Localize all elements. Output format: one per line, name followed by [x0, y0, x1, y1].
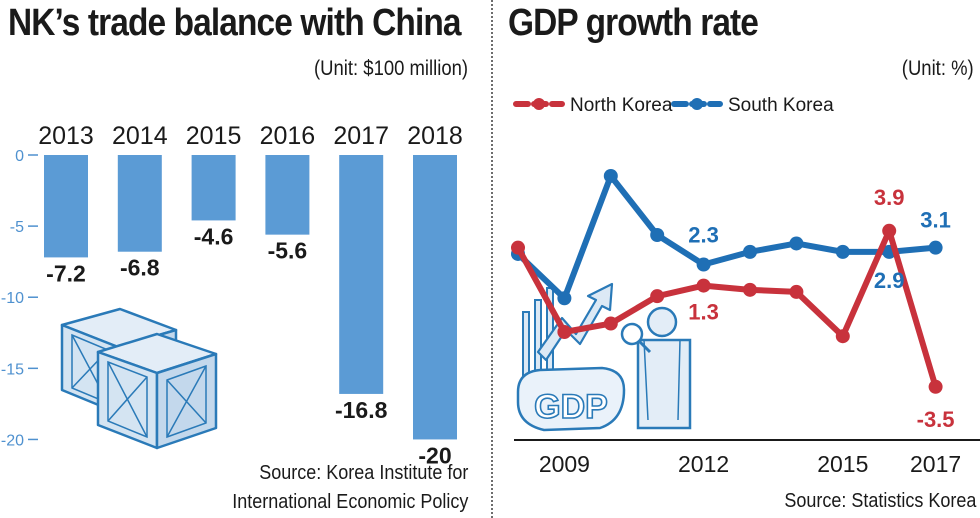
data-point [511, 240, 525, 255]
data-point [928, 240, 943, 255]
line-chart-marks: North Korea South Korea 2.3 1.3 3.9 2.9 3.1 -3.… [511, 95, 980, 477]
y-tick-label: -10 [1, 290, 24, 307]
data-point [835, 329, 850, 344]
bar-value-label: -20 [418, 442, 451, 468]
bar-chart-marks: 0 -5 -10 -15 -20 2013 -7.2 2014 -6.8 2015 -4.6 2016… [1, 122, 463, 468]
trade-bar [339, 155, 384, 394]
series-line [515, 227, 939, 390]
data-point [882, 223, 897, 238]
trade-balance-source: Source: Korea Institute for Internationa… [232, 459, 468, 517]
year-label: 2015 [186, 122, 242, 150]
x-tick-label: 2017 [910, 451, 961, 477]
trade-balance-bar-chart: 0 -5 -10 -15 -20 2013 -7.2 2014 -6.8 2015 -4.6 2016… [1, 122, 463, 468]
gdp-growth-line-chart: GDP North Korea South Korea 2.3 1.3 3.9 2.9 3.… [511, 95, 980, 477]
year-label: 2013 [38, 122, 94, 150]
bar-value-label: -7.2 [46, 260, 86, 286]
source-line-1: Source: Korea Institute for [258, 462, 468, 484]
trade-bar [191, 155, 236, 221]
trade-balance-panel: NK’s trade balance with China (Unit: $10… [0, 0, 488, 518]
panel-divider [491, 0, 493, 518]
bar-value-label: -5.6 [268, 238, 308, 264]
crates-icon [60, 307, 218, 450]
year-label: 2018 [407, 122, 463, 150]
gdp-growth-unit: (Unit: %) [902, 57, 974, 80]
data-point [650, 289, 665, 304]
y-tick-label: -5 [10, 219, 24, 236]
data-point [603, 168, 618, 183]
data-point [789, 236, 804, 251]
gdp-growth-title: GDP growth rate [508, 2, 759, 44]
y-tick-label: 0 [15, 148, 24, 165]
y-tick-label: -20 [1, 432, 24, 449]
data-point [789, 284, 804, 299]
trade-bar [44, 155, 88, 258]
point-label: -3.5 [917, 407, 955, 432]
data-point [743, 282, 757, 297]
trade-bar [117, 155, 162, 252]
data-point [696, 278, 711, 293]
data-point [696, 257, 711, 272]
legend-label: North Korea [570, 95, 673, 116]
x-tick-label: 2009 [539, 451, 590, 477]
gdp-growth-panel: GDP growth rate (Unit: %) GDP North Kore… [496, 0, 980, 518]
gdp-analyst-icon: GDP [516, 282, 692, 432]
legend-label: South Korea [728, 95, 834, 116]
data-point [557, 291, 572, 306]
year-label: 2014 [112, 122, 168, 150]
data-point [557, 324, 572, 339]
point-label: 1.3 [688, 300, 719, 325]
data-point [835, 244, 850, 259]
x-tick-label: 2012 [678, 451, 729, 477]
point-label: 2.9 [874, 268, 905, 293]
trade-balance-title: NK’s trade balance with China [8, 2, 462, 44]
year-label: 2016 [260, 122, 316, 150]
gdp-growth-source: Source: Statistics Korea [783, 490, 976, 512]
source-line-2: International Economic Policy [231, 491, 468, 513]
x-tick-label: 2015 [817, 451, 868, 477]
year-label: 2017 [333, 122, 389, 150]
point-label: 2.3 [688, 223, 719, 248]
point-label: 3.1 [920, 208, 951, 233]
bar-value-label: -4.6 [194, 223, 234, 249]
legend-marker [691, 98, 703, 110]
bar-value-label: -6.8 [120, 255, 160, 281]
data-point [603, 316, 618, 331]
legend-marker [533, 98, 545, 110]
bar-value-label: -16.8 [335, 397, 388, 423]
y-tick-label: -15 [1, 361, 24, 378]
point-label: 3.9 [874, 185, 905, 210]
data-point [650, 228, 665, 243]
series-line [515, 172, 939, 302]
trade-bar [413, 155, 457, 440]
trade-bar [265, 155, 310, 235]
data-point [928, 379, 943, 394]
data-point [743, 244, 757, 259]
trade-balance-unit: (Unit: $100 million) [313, 57, 468, 80]
gdp-icon-text: GDP [534, 388, 608, 426]
